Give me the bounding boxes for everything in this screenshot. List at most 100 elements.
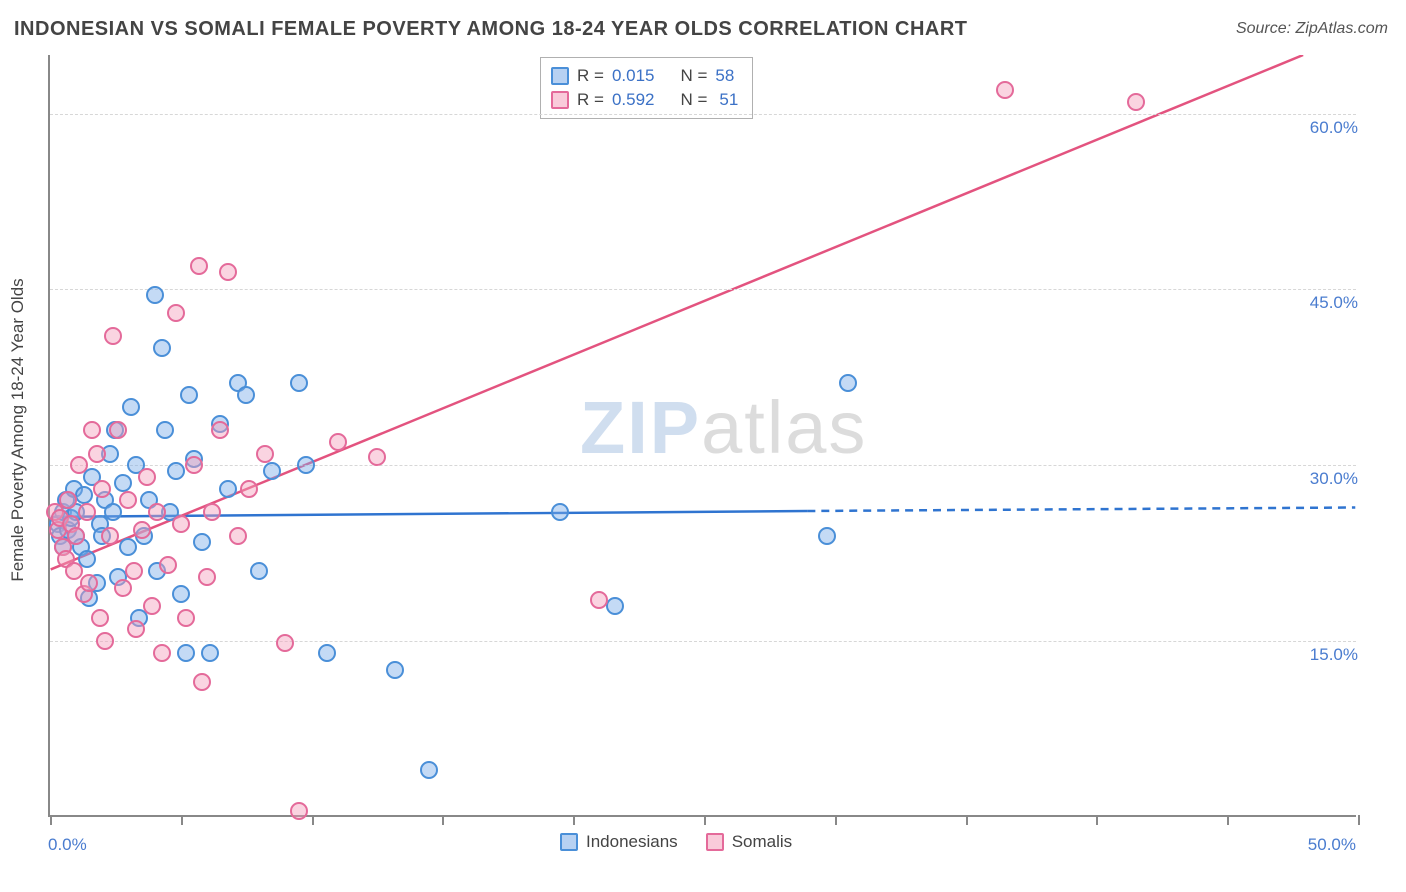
y-tick-label: 30.0% <box>1288 469 1358 489</box>
data-point <box>276 634 294 652</box>
data-point <box>83 421 101 439</box>
data-point <box>219 263 237 281</box>
chart-container: INDONESIAN VS SOMALI FEMALE POVERTY AMON… <box>0 0 1406 892</box>
x-tick <box>181 815 183 825</box>
y-axis-title: Female Poverty Among 18-24 Year Olds <box>8 127 28 430</box>
data-point <box>263 462 281 480</box>
data-point <box>996 81 1014 99</box>
chart-title: INDONESIAN VS SOMALI FEMALE POVERTY AMON… <box>14 18 968 41</box>
data-point <box>551 503 569 521</box>
data-point <box>185 456 203 474</box>
data-point <box>329 433 347 451</box>
legend-row-indonesians: R = 0.015 N = 58 <box>551 64 738 88</box>
data-point <box>198 568 216 586</box>
data-point <box>190 257 208 275</box>
data-point <box>138 468 156 486</box>
data-point <box>177 609 195 627</box>
data-point <box>153 339 171 357</box>
trend-lines-svg <box>50 55 1356 815</box>
data-point <box>318 644 336 662</box>
gridline <box>50 641 1356 642</box>
swatch-pink-icon <box>706 833 724 851</box>
data-point <box>91 609 109 627</box>
data-point <box>290 374 308 392</box>
swatch-blue-icon <box>551 67 569 85</box>
legend-item-indonesians: Indonesians <box>560 832 678 852</box>
data-point <box>104 503 122 521</box>
data-point <box>219 480 237 498</box>
data-point <box>193 533 211 551</box>
data-point <box>75 486 93 504</box>
x-tick <box>966 815 968 825</box>
plot-area: ZIPatlas R = 0.015 N = 58 R = 0.592 N = … <box>48 55 1356 817</box>
data-point <box>80 574 98 592</box>
legend-series: Indonesians Somalis <box>560 832 792 852</box>
data-point <box>297 456 315 474</box>
legend-item-somalis: Somalis <box>706 832 792 852</box>
data-point <box>153 644 171 662</box>
data-point <box>93 480 111 498</box>
data-point <box>180 386 198 404</box>
x-tick <box>442 815 444 825</box>
data-point <box>114 474 132 492</box>
y-tick-label: 45.0% <box>1288 293 1358 313</box>
legend-correlation: R = 0.015 N = 58 R = 0.592 N = 51 <box>540 57 753 119</box>
data-point <box>203 503 221 521</box>
data-point <box>229 527 247 545</box>
data-point <box>420 761 438 779</box>
data-point <box>78 503 96 521</box>
x-tick <box>704 815 706 825</box>
data-point <box>127 620 145 638</box>
data-point <box>167 462 185 480</box>
data-point <box>211 421 229 439</box>
data-point <box>290 802 308 820</box>
data-point <box>156 421 174 439</box>
data-point <box>237 386 255 404</box>
data-point <box>125 562 143 580</box>
data-point <box>96 632 114 650</box>
watermark: ZIPatlas <box>580 385 867 470</box>
data-point <box>839 374 857 392</box>
x-tick <box>835 815 837 825</box>
x-axis-min-label: 0.0% <box>48 835 87 855</box>
data-point <box>88 445 106 463</box>
data-point <box>101 527 119 545</box>
data-point <box>240 480 258 498</box>
x-tick <box>1227 815 1229 825</box>
swatch-pink-icon <box>551 91 569 109</box>
data-point <box>606 597 624 615</box>
data-point <box>201 644 219 662</box>
data-point <box>119 491 137 509</box>
gridline <box>50 114 1356 115</box>
data-point <box>193 673 211 691</box>
data-point <box>133 521 151 539</box>
x-tick <box>312 815 314 825</box>
gridline <box>50 289 1356 290</box>
data-point <box>172 585 190 603</box>
legend-row-somalis: R = 0.592 N = 51 <box>551 88 738 112</box>
data-point <box>119 538 137 556</box>
data-point <box>250 562 268 580</box>
y-tick-label: 15.0% <box>1288 645 1358 665</box>
data-point <box>818 527 836 545</box>
x-axis-max-label: 50.0% <box>1308 835 1356 855</box>
source-attribution: Source: ZipAtlas.com <box>1236 20 1388 38</box>
data-point <box>67 527 85 545</box>
data-point <box>167 304 185 322</box>
data-point <box>1127 93 1145 111</box>
y-tick-label: 60.0% <box>1288 118 1358 138</box>
x-tick <box>1358 815 1360 825</box>
data-point <box>122 398 140 416</box>
data-point <box>177 644 195 662</box>
data-point <box>104 327 122 345</box>
data-point <box>143 597 161 615</box>
data-point <box>146 286 164 304</box>
x-tick <box>50 815 52 825</box>
data-point <box>109 421 127 439</box>
data-point <box>114 579 132 597</box>
data-point <box>368 448 386 466</box>
data-point <box>65 562 83 580</box>
data-point <box>159 556 177 574</box>
x-tick <box>573 815 575 825</box>
swatch-blue-icon <box>560 833 578 851</box>
